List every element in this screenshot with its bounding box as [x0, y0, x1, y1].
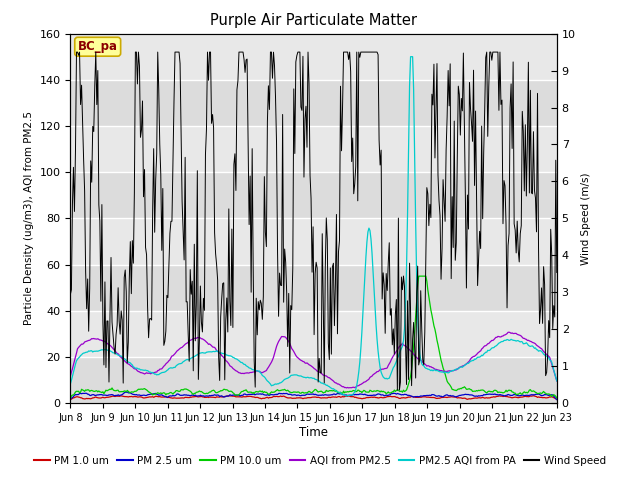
Y-axis label: Wind Speed (m/s): Wind Speed (m/s) [581, 172, 591, 264]
Y-axis label: Particle Density (ug/m3), AQI from PM2.5: Particle Density (ug/m3), AQI from PM2.5 [24, 111, 34, 325]
Bar [70, 34, 557, 80]
Bar [70, 311, 557, 357]
Text: BC_pa: BC_pa [77, 40, 118, 53]
Bar [70, 218, 557, 264]
X-axis label: Time: Time [299, 426, 328, 439]
Title: Purple Air Particulate Matter: Purple Air Particulate Matter [210, 13, 417, 28]
Bar [70, 126, 557, 172]
Legend: PM 1.0 um, PM 2.5 um, PM 10.0 um, AQI from PM2.5, PM2.5 AQI from PA, Wind Speed: PM 1.0 um, PM 2.5 um, PM 10.0 um, AQI fr… [30, 452, 610, 470]
